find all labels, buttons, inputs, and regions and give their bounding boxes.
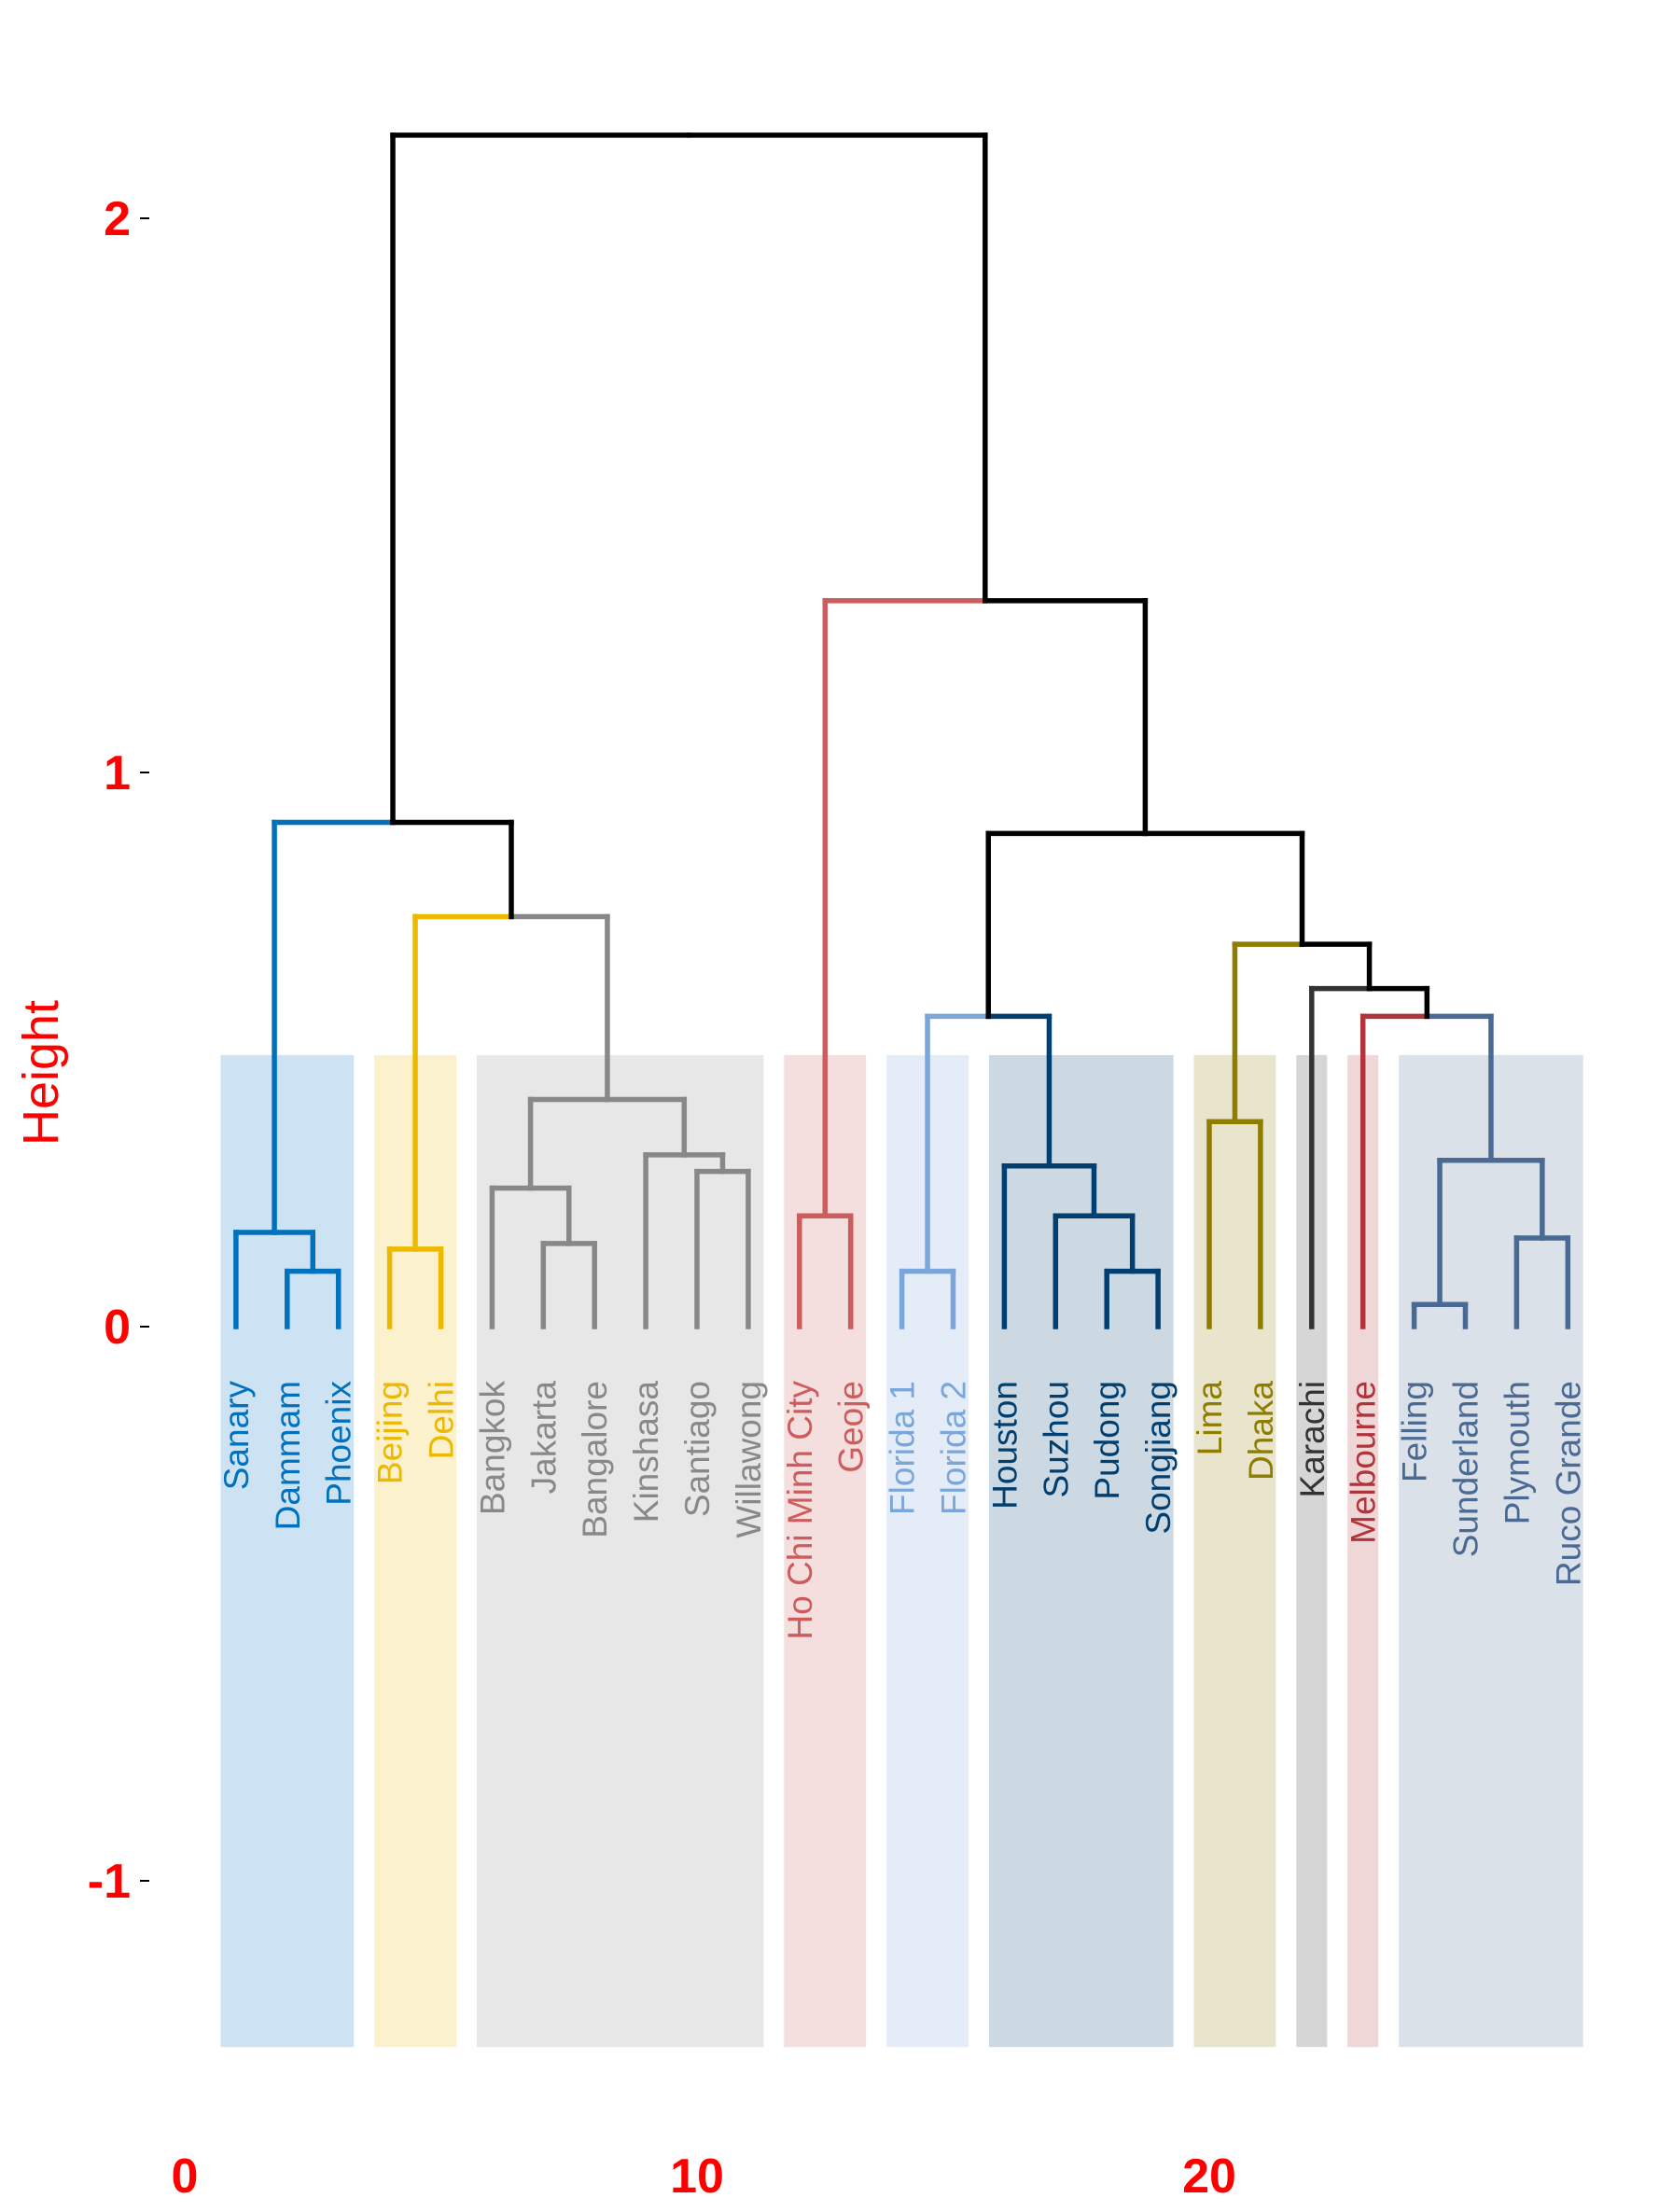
leaf-label-geoje: Geoje bbox=[832, 1381, 871, 1473]
leaf-label-santiago: Santiago bbox=[678, 1381, 717, 1517]
leaf-label-jakarta: Jakarta bbox=[524, 1381, 563, 1495]
leaf-label-houston: Houston bbox=[985, 1381, 1024, 1509]
leaf-label-songjiang: Songjiang bbox=[1139, 1381, 1178, 1535]
leaf-label-bangalore: Bangalore bbox=[576, 1381, 614, 1538]
y-tick-label-1: 1 bbox=[104, 746, 131, 800]
leaf-label-dammam: Dammam bbox=[269, 1381, 307, 1530]
leaf-label-kinshasa: Kinshasa bbox=[627, 1381, 665, 1523]
leaf-label-beijing: Beijing bbox=[371, 1381, 410, 1484]
x-tick-label-10: 10 bbox=[670, 2149, 724, 2204]
leaf-label-ruco-grande: Ruco Grande bbox=[1549, 1381, 1587, 1586]
leaf-label-lima: Lima bbox=[1191, 1381, 1229, 1456]
leaf-label-suzhou: Suzhou bbox=[1037, 1381, 1075, 1498]
y-axis: 2 1 0 -1 bbox=[88, 192, 149, 1909]
cluster-band-c10 bbox=[1399, 1054, 1583, 2048]
leaf-label-pudong: Pudong bbox=[1088, 1381, 1126, 1500]
cluster-band-c1 bbox=[220, 1054, 355, 2048]
leaf-label-felling: Felling bbox=[1396, 1381, 1434, 1482]
dendrogram-branches bbox=[233, 132, 1571, 1329]
x-tick-label-0: 0 bbox=[172, 2149, 199, 2204]
cluster-band-c6 bbox=[988, 1054, 1174, 2048]
leaf-label-willawong: Willawong bbox=[730, 1381, 768, 1538]
leaf-label-florida-2: Florida 2 bbox=[935, 1381, 973, 1515]
leaf-label-delhi: Delhi bbox=[423, 1381, 461, 1459]
cluster-band-c3 bbox=[476, 1054, 764, 2048]
y-axis-title: Height bbox=[13, 1000, 69, 1146]
leaf-label-phoenix: Phoenix bbox=[320, 1381, 358, 1506]
leaf-label-karachi: Karachi bbox=[1293, 1381, 1331, 1497]
leaf-label-sanary: Sanary bbox=[217, 1381, 256, 1491]
leaf-label-ho-chi-minh-city: Ho Chi Minh City bbox=[781, 1381, 819, 1640]
cluster-band-c7 bbox=[1193, 1054, 1276, 2048]
y-tick-label--1: -1 bbox=[88, 1855, 131, 1909]
leaf-label-bangkok: Bangkok bbox=[473, 1381, 511, 1515]
y-tick-label-2: 2 bbox=[104, 192, 131, 246]
cluster-bands bbox=[220, 1054, 1583, 2048]
leaf-label-florida-1: Florida 1 bbox=[884, 1381, 922, 1515]
leaf-labels: Sanary Dammam Phoenix Beijing Delhi Bangkok Ja… bbox=[217, 1381, 1587, 1640]
leaf-label-melbourne: Melbourne bbox=[1345, 1381, 1383, 1544]
leaf-label-dhaka: Dhaka bbox=[1242, 1381, 1280, 1481]
x-axis: 0 10 20 bbox=[172, 2149, 1236, 2204]
leaf-label-plymouth: Plymouth bbox=[1498, 1381, 1536, 1524]
y-tick-label-0: 0 bbox=[104, 1301, 131, 1355]
leaf-label-sunderland: Sunderland bbox=[1447, 1381, 1485, 1557]
x-tick-label-20: 20 bbox=[1182, 2149, 1236, 2204]
